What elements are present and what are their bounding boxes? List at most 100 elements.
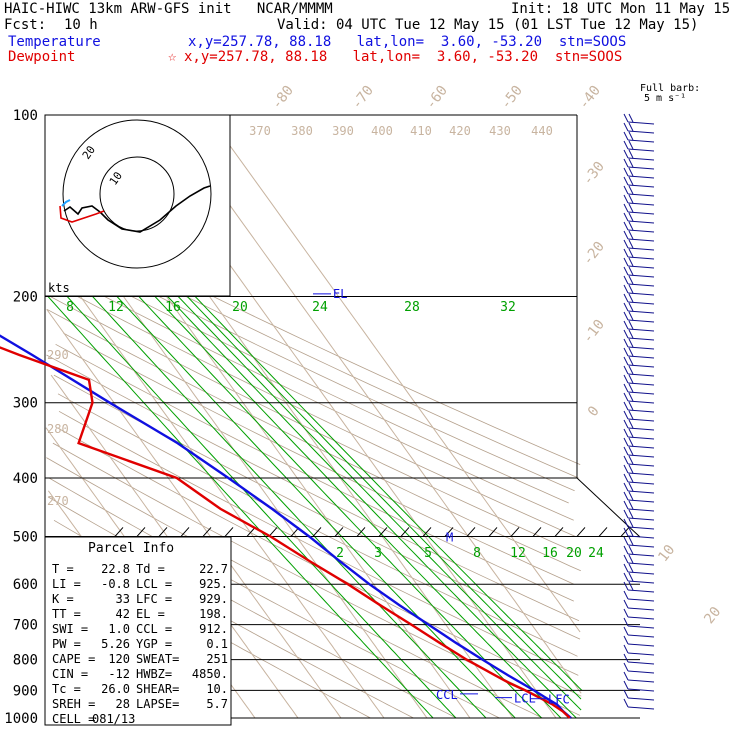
barb-flag [628, 176, 634, 186]
barb-flag [628, 464, 634, 474]
barb-flag [623, 374, 629, 384]
isotherm-line [55, 202, 428, 719]
barb-staff [627, 193, 655, 197]
dry-adiabat-line [50, 296, 575, 553]
barb-flag [628, 401, 634, 411]
barb-flag [623, 149, 629, 159]
parcel-row-value: 33 [116, 592, 130, 606]
band-hatch [598, 527, 608, 537]
mixing-ratio-line [194, 296, 583, 691]
wind-barb [623, 653, 655, 665]
parcel-row-label: PW = [52, 637, 81, 651]
mixing-ratio-tick-label: 3 [374, 546, 382, 561]
dry-adiabat-line [63, 332, 575, 585]
mixing-ratio-tick-label: 16 [542, 546, 558, 561]
barb-flag [628, 203, 634, 213]
wind-barb [623, 212, 655, 224]
wind-barb [623, 635, 655, 647]
barb-flag [628, 419, 634, 429]
barb-staff [627, 184, 655, 188]
barb-flag [628, 437, 634, 447]
parcel-row-label: TT = [52, 607, 81, 621]
dewpoint-line [0, 346, 571, 719]
hodograph-ring-outer [62, 119, 212, 269]
parcel-row-label: CIN = [52, 667, 88, 681]
barb-flag [623, 545, 629, 555]
barb-flag [623, 293, 629, 303]
barb-flag [623, 203, 629, 213]
barb-staff [627, 670, 655, 674]
barb-staff [627, 382, 655, 386]
isotherm-tick-label: -60 [423, 83, 451, 113]
barb-flag [628, 482, 634, 492]
hodograph-ring-label: 20 [80, 143, 98, 161]
barb-staff [627, 472, 655, 476]
pressure-tick-label: 700 [13, 618, 38, 634]
parcel-row-value: 198. [199, 607, 228, 621]
wind-barb [623, 689, 655, 701]
band-hatch [378, 527, 388, 537]
wind-barb [623, 302, 655, 314]
pressure-tick-label: 500 [13, 529, 38, 545]
barb-staff [627, 643, 655, 647]
mixing-ratio-tick-label: 12 [108, 300, 124, 315]
barb-staff [627, 616, 655, 620]
parcel-row-value: 0.1 [206, 637, 228, 651]
barb-flag [623, 428, 629, 438]
isotherm-tick-label: -20 [580, 239, 608, 269]
barb-flag [628, 509, 634, 519]
parcel-row-value: 26.0 [101, 682, 130, 696]
band-hatch [114, 527, 124, 537]
barb-flag [623, 347, 629, 357]
barb-staff [627, 535, 655, 539]
barb-flag [628, 338, 634, 348]
init-line: Init: 18 UTC Mon 11 May 15 [511, 1, 731, 17]
temperature-line [0, 334, 572, 719]
barb-flag [623, 491, 629, 501]
barb-flag [628, 536, 634, 546]
mixing-ratio-tick-label: 12 [510, 546, 526, 561]
mixing-ratio-tick-label: 2 [336, 546, 344, 561]
wind-barb [623, 275, 655, 287]
barb-staff [627, 445, 655, 449]
lcl-label: LCL [514, 692, 536, 706]
parcel-row-value: 4850. [192, 667, 228, 681]
wind-barb [623, 257, 655, 269]
barb-flag [628, 113, 634, 123]
dry-adiabat-line [46, 457, 543, 719]
band-hatch [158, 527, 168, 537]
barb-flag [628, 581, 634, 591]
barb-flag [623, 599, 629, 609]
parcel-row-label: CCL = [136, 622, 172, 636]
barb-flag [623, 122, 629, 132]
barb-flag [628, 329, 634, 339]
wind-barb [623, 149, 655, 161]
barb-flag [623, 356, 629, 366]
band-hatch [554, 527, 564, 537]
barb-staff [627, 607, 655, 611]
mixing-ratio-tick-label: 8 [66, 300, 74, 315]
barb-flag [628, 473, 634, 483]
isotherm-tick-label: 20 [701, 604, 724, 627]
wind-barb [623, 554, 655, 566]
isotherm-line [207, 114, 581, 633]
mixing-ratio-tick-label: 28 [404, 300, 420, 315]
barb-flag [623, 572, 629, 582]
wind-barb [623, 239, 655, 251]
barb-staff [627, 157, 655, 161]
wind-barb [623, 122, 655, 134]
barb-flag [623, 464, 629, 474]
barb-staff [627, 238, 655, 242]
barb-flag [623, 383, 629, 393]
barb-flag [623, 482, 629, 492]
barb-flag [623, 626, 629, 636]
parcel-row-label: LCL = [136, 577, 172, 591]
el-label: EL [333, 287, 347, 301]
barb-flag [623, 680, 629, 690]
parcel-row-label: CAPE = [52, 652, 95, 666]
barb-staff [627, 652, 655, 656]
barb-staff [627, 211, 655, 215]
parcel-row-value: 925. [199, 577, 228, 591]
barb-flag [628, 266, 634, 276]
wind-barb [623, 131, 655, 143]
